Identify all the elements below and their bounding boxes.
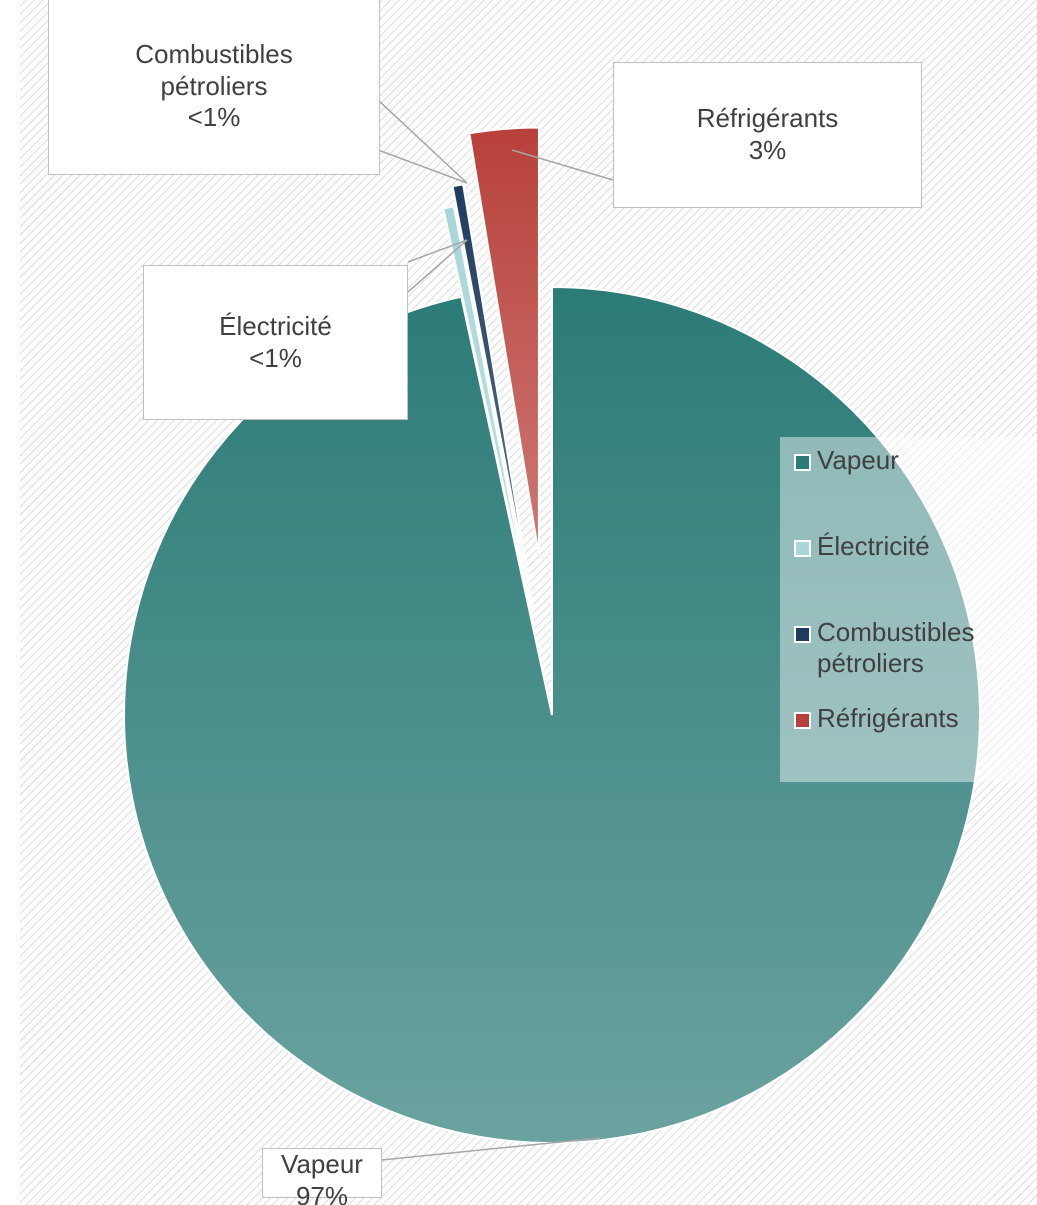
data-label-category: Électricité: [219, 310, 332, 341]
leader-line: [407, 239, 468, 293]
legend-swatch: [794, 540, 811, 557]
legend-swatch: [794, 454, 811, 471]
data-label-value: 3%: [748, 135, 787, 165]
pie: [123, 126, 981, 1144]
legend-label: Électricité: [817, 531, 930, 561]
data-label-value: 97%: [295, 1180, 349, 1205]
data-label-value: <1%: [249, 342, 302, 373]
leader-line: [511, 149, 614, 181]
slice-shade: [469, 127, 539, 556]
slice-shade: [443, 206, 535, 627]
slice-shade: [124, 287, 981, 1143]
data-label: Électricité <1%: [143, 265, 408, 420]
legend-item: Vapeur: [794, 445, 1037, 531]
leader-line: [377, 99, 468, 184]
data-label-value: <1%: [187, 102, 241, 133]
legend-label: Vapeur: [817, 445, 899, 475]
legend-swatch: [794, 626, 811, 643]
legend-label: Réfrigérants: [817, 703, 959, 733]
data-label-category: Combustibles pétroliers: [135, 38, 293, 101]
leader-lines: [377, 99, 614, 1161]
legend-item: Électricité: [794, 531, 1037, 617]
data-label: Réfrigérants 3%: [613, 62, 922, 208]
data-label: Vapeur 97%: [262, 1148, 382, 1205]
data-label-category: Vapeur: [281, 1149, 363, 1179]
legend-item: Combustibles pétroliers: [794, 617, 1037, 703]
slice-shade: [452, 184, 533, 607]
legend-item: Réfrigérants: [794, 703, 1037, 789]
data-label: Combustibles pétroliers <1%: [48, 0, 380, 175]
data-label-category: Réfrigérants: [696, 103, 839, 134]
legend-swatch: [794, 712, 811, 729]
leader-line: [381, 1137, 601, 1161]
legend: Vapeur Électricité Combustibles pétroliers…: [780, 437, 1037, 782]
legend-label: Combustibles pétroliers: [817, 617, 975, 679]
